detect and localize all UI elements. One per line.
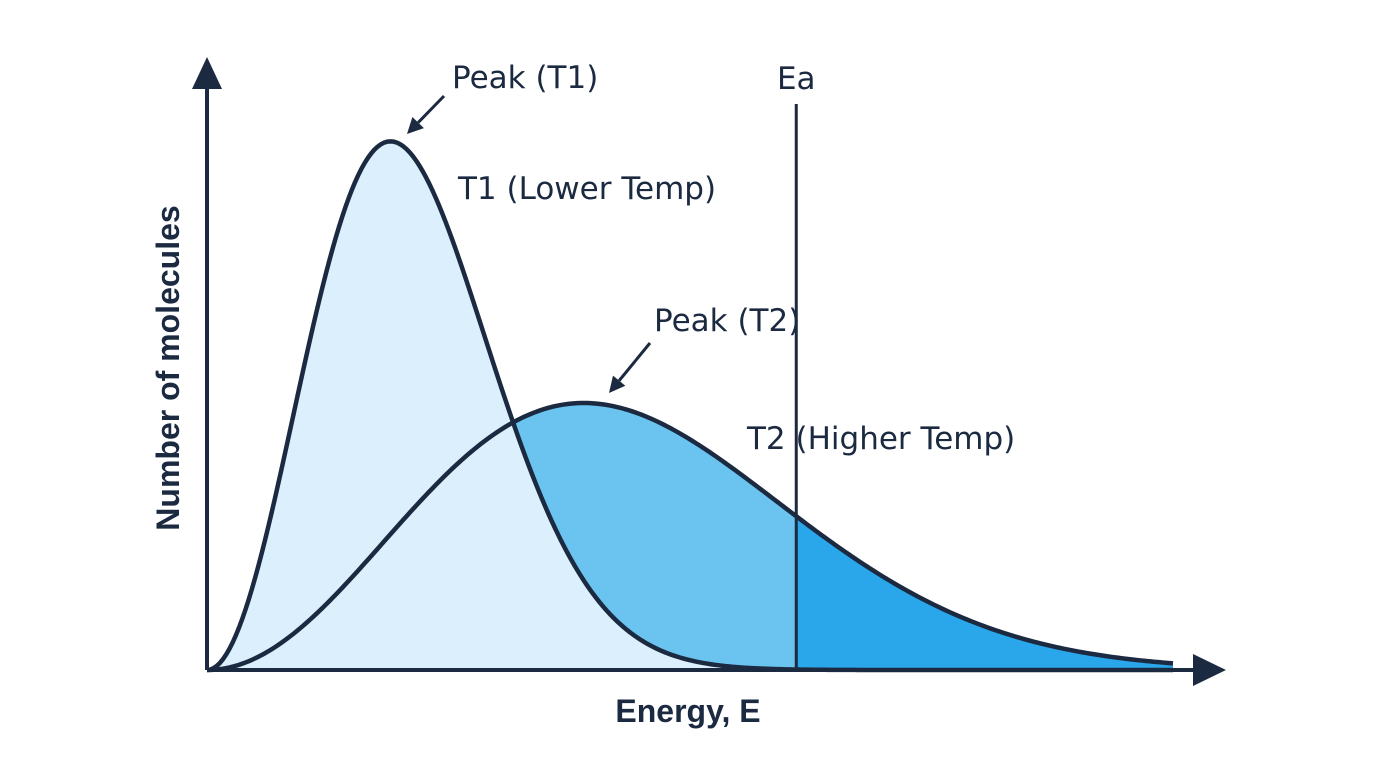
peak-t2-arrow [617,342,652,382]
y-axis-title: Number of molecules [150,205,186,530]
t2-curve [206,400,1174,673]
t1-overlap-area [207,422,1173,670]
t2-series-label: T2 (Higher Temp) [746,421,1015,457]
peak-t1-arrow [417,94,446,124]
t2-activation-tail-area [796,516,1173,670]
peak-t1-annotation: Peak (T1) [452,60,598,96]
t1-series-label: T1 (Lower Temp) [457,171,716,207]
peak-t2-arrowhead [609,375,626,393]
ea-label: Ea [777,61,816,97]
x-axis-arrowhead [1193,654,1226,686]
peak-t2-annotation: Peak (T2) [654,303,800,339]
y-axis-arrowhead [192,57,222,89]
peak-t1-arrowhead [407,117,424,134]
x-axis-title: Energy, E [615,693,760,729]
